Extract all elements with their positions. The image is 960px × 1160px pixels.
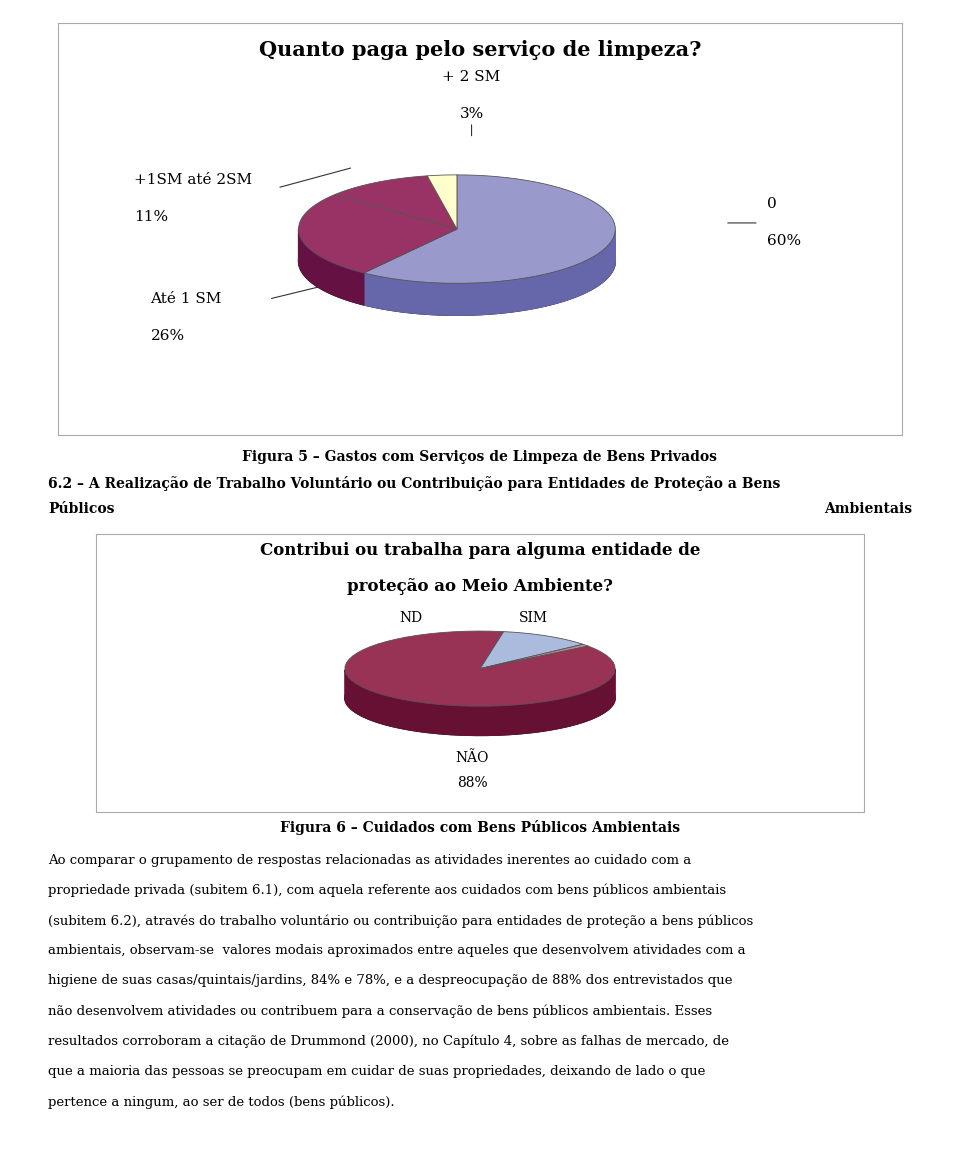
Text: 11%: 11% <box>133 210 168 224</box>
Text: 6.2 – A Realização de Trabalho Voluntário ou Contribuição para Entidades de Prot: 6.2 – A Realização de Trabalho Voluntári… <box>48 476 780 491</box>
Text: não desenvolvem atividades ou contribuem para a conservação de bens públicos amb: não desenvolvem atividades ou contribuem… <box>48 1005 712 1018</box>
Text: Quanto paga pelo serviço de limpeza?: Quanto paga pelo serviço de limpeza? <box>259 39 701 59</box>
Polygon shape <box>364 231 615 316</box>
Text: 1%: 1% <box>400 637 421 651</box>
Text: que a maioria das pessoas se preocupam em cuidar de suas propriedades, deixando : que a maioria das pessoas se preocupam e… <box>48 1065 706 1078</box>
Polygon shape <box>335 176 457 230</box>
Polygon shape <box>480 631 583 668</box>
Text: +1SM até 2SM: +1SM até 2SM <box>133 173 252 187</box>
Text: resultados corroboram a citação de Drummond (2000), no Capítulo 4, sobre as falh: resultados corroboram a citação de Drumm… <box>48 1035 729 1049</box>
Text: ambientais, observam-se  valores modais aproximados entre aqueles que desenvolve: ambientais, observam-se valores modais a… <box>48 944 746 957</box>
Text: 0: 0 <box>767 197 777 211</box>
Text: NÃO: NÃO <box>456 751 489 764</box>
Text: Ambientais: Ambientais <box>824 502 912 516</box>
Text: Ao comparar o grupamento de respostas relacionadas as atividades inerentes ao cu: Ao comparar o grupamento de respostas re… <box>48 854 691 867</box>
Text: Figura 6 – Cuidados com Bens Públicos Ambientais: Figura 6 – Cuidados com Bens Públicos Am… <box>280 820 680 835</box>
Polygon shape <box>345 660 615 735</box>
Text: 88%: 88% <box>457 776 488 790</box>
Text: 60%: 60% <box>767 234 802 248</box>
Polygon shape <box>299 206 615 316</box>
Text: pertence a ningum, ao ser de todos (bens públicos).: pertence a ningum, ao ser de todos (bens… <box>48 1095 395 1109</box>
Polygon shape <box>364 175 615 283</box>
Polygon shape <box>299 230 364 305</box>
Text: proteção ao Meio Ambiente?: proteção ao Meio Ambiente? <box>348 578 612 595</box>
Text: ND: ND <box>399 611 422 625</box>
Polygon shape <box>427 175 457 230</box>
Text: Figura 5 – Gastos com Serviços de Limpeza de Bens Privados: Figura 5 – Gastos com Serviços de Limpez… <box>243 450 717 464</box>
Polygon shape <box>345 631 615 706</box>
Text: Públicos: Públicos <box>48 502 114 516</box>
Text: propriedade privada (subitem 6.1), com aquela referente aos cuidados com bens pú: propriedade privada (subitem 6.1), com a… <box>48 884 726 898</box>
Polygon shape <box>299 195 457 273</box>
Text: Até 1 SM: Até 1 SM <box>151 292 222 306</box>
Text: + 2 SM: + 2 SM <box>443 70 501 84</box>
Polygon shape <box>480 644 588 668</box>
Text: 26%: 26% <box>151 329 184 343</box>
Text: 11%: 11% <box>518 637 549 651</box>
Text: 3%: 3% <box>460 107 484 121</box>
Polygon shape <box>345 669 615 735</box>
Text: (subitem 6.2), através do trabalho voluntário ou contribuição para entidades de : (subitem 6.2), através do trabalho volun… <box>48 914 754 928</box>
Text: SIM: SIM <box>519 611 548 625</box>
Text: higiene de suas casas/quintais/jardins, 84% e 78%, e a despreocupação de 88% dos: higiene de suas casas/quintais/jardins, … <box>48 974 732 987</box>
Text: Contribui ou trabalha para alguma entidade de: Contribui ou trabalha para alguma entida… <box>260 542 700 559</box>
